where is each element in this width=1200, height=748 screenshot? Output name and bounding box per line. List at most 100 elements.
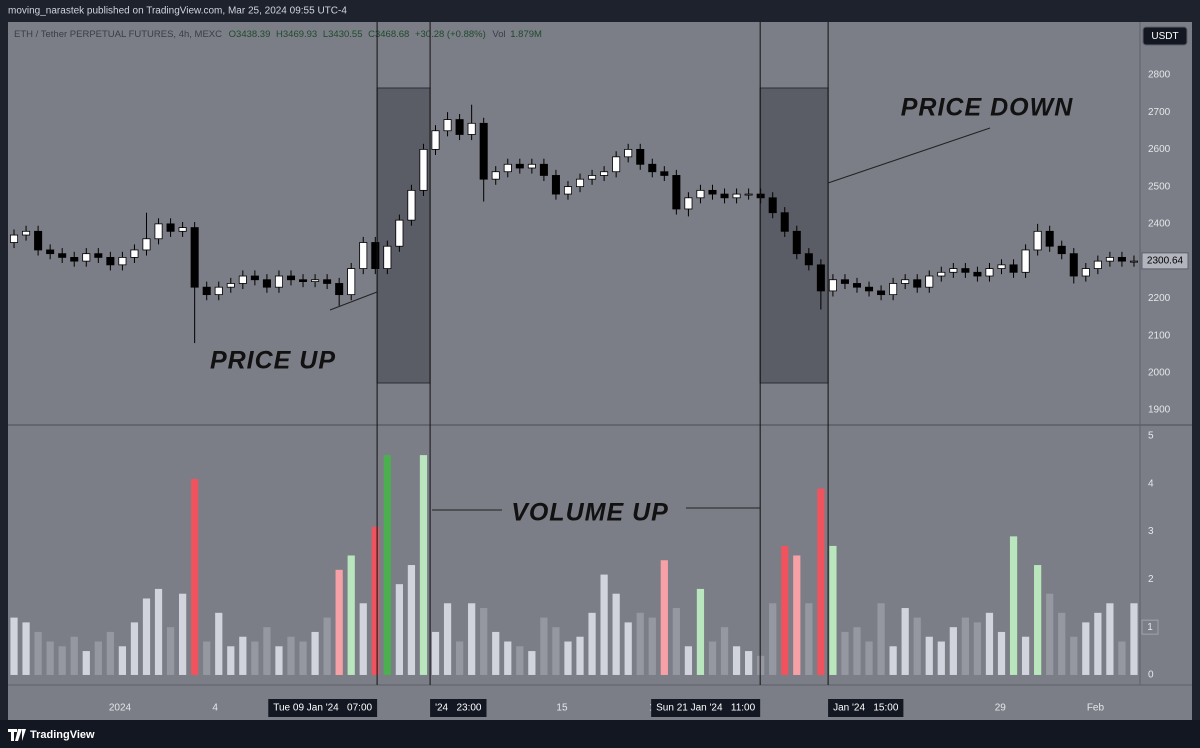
candle-body (238, 275, 247, 284)
volume-bar (684, 646, 693, 675)
left-edge (0, 22, 8, 720)
publisher: moving_narastek published on TradingView… (8, 6, 347, 17)
y-tick-label: 2000 (1148, 367, 1171, 378)
x-tick-label: 2024 (109, 703, 132, 714)
volume-bar (1118, 641, 1126, 675)
candle-body (612, 156, 621, 173)
marker-label-bg (651, 699, 761, 717)
volume-bar (323, 617, 331, 675)
y2-tick-label: 3 (1148, 526, 1154, 537)
top-bar (0, 0, 1200, 22)
candle-body (527, 163, 536, 169)
volume-bar (227, 646, 235, 675)
volume-bar (359, 603, 367, 675)
candle-body (925, 275, 934, 288)
candle-body (94, 253, 103, 258)
volume-bar (985, 612, 994, 675)
volume-bar (94, 641, 102, 675)
candle-body (600, 171, 609, 176)
right-edge (1192, 22, 1200, 720)
candle-body (563, 186, 572, 195)
y-tick-label: 2500 (1148, 181, 1171, 192)
volume-bar (1106, 603, 1114, 675)
candle-body (949, 268, 958, 273)
candle-body (371, 242, 380, 269)
volume-bar (82, 651, 90, 675)
candle-body (648, 163, 657, 173)
candle-body (1033, 230, 1042, 251)
brand-logo (8, 729, 26, 741)
x-tick-label: 15 (556, 703, 568, 714)
candle-body (828, 279, 837, 292)
volume-bar (1130, 603, 1138, 675)
candle-body (443, 119, 452, 132)
volume-bar (383, 455, 391, 675)
candle-body (154, 223, 163, 240)
volume-bar (732, 646, 741, 675)
volume-bar (588, 612, 596, 675)
volume-bar (70, 636, 78, 675)
volume-bar (564, 641, 572, 675)
volume-bar (335, 569, 343, 675)
volume-bar (263, 627, 271, 675)
candle-body (889, 283, 898, 296)
y-tick-label: 1900 (1148, 405, 1171, 416)
y-tick-label: 2100 (1148, 330, 1171, 341)
candle-body (636, 148, 645, 165)
annotation: VOLUME UP (511, 499, 669, 527)
candle-body (1009, 264, 1018, 273)
volume-bar (841, 631, 849, 675)
currency-button[interactable] (1142, 26, 1188, 46)
candle-body (274, 275, 283, 288)
volume-bar (829, 545, 837, 675)
candle-body (226, 283, 235, 288)
legend-item: L3430.55 (323, 29, 363, 40)
candle-body (780, 212, 789, 232)
candle-body (467, 122, 476, 135)
volume-bar (395, 584, 403, 675)
candle-body (961, 268, 970, 273)
volume-bar (1058, 612, 1066, 675)
volume-bar (805, 603, 813, 675)
candle-body (70, 256, 79, 262)
volume-bar (239, 636, 247, 675)
candle-body (34, 230, 43, 251)
volume-bar (203, 641, 211, 675)
volume-bar (179, 593, 187, 675)
volume-bar (166, 627, 175, 675)
candle-body (359, 242, 368, 269)
candle-body (455, 119, 464, 135)
y2-tick-label: 0 (1148, 670, 1154, 681)
legend-item: +30.28 (+0.88%) (415, 29, 486, 40)
volume-bar (1009, 536, 1018, 675)
volume-bar (865, 641, 873, 675)
volume-bar (311, 631, 319, 675)
candle-body (913, 279, 922, 288)
volume-bar (46, 641, 54, 675)
volume-label: Vol (492, 29, 505, 40)
candle-body (973, 271, 982, 277)
last-volume: 1 (1147, 622, 1153, 633)
y-tick-label: 2600 (1148, 144, 1171, 155)
candle-body (395, 219, 404, 247)
candle-body (1081, 268, 1090, 277)
candle-body (696, 189, 705, 199)
x-tick-label: 4 (212, 703, 218, 714)
volume-bar (552, 627, 560, 675)
candle-body (419, 148, 428, 191)
candle-body (491, 171, 500, 180)
candle-body (1105, 256, 1114, 262)
volume-bar (781, 545, 789, 675)
volume-bar (949, 627, 957, 675)
currency-button-label[interactable]: USDT (1151, 31, 1178, 42)
volume-bar (347, 555, 355, 675)
last-volume-bg (1141, 619, 1159, 635)
volume-bar (142, 598, 151, 675)
candle-body (660, 171, 669, 176)
candle-body (202, 286, 211, 296)
marker-label-bg (268, 699, 378, 717)
marker-label: Tue 09 Jan '24 07:00 (273, 703, 372, 714)
volume-bar (251, 641, 259, 675)
candle-body (576, 178, 585, 188)
volume-bar (492, 631, 500, 675)
